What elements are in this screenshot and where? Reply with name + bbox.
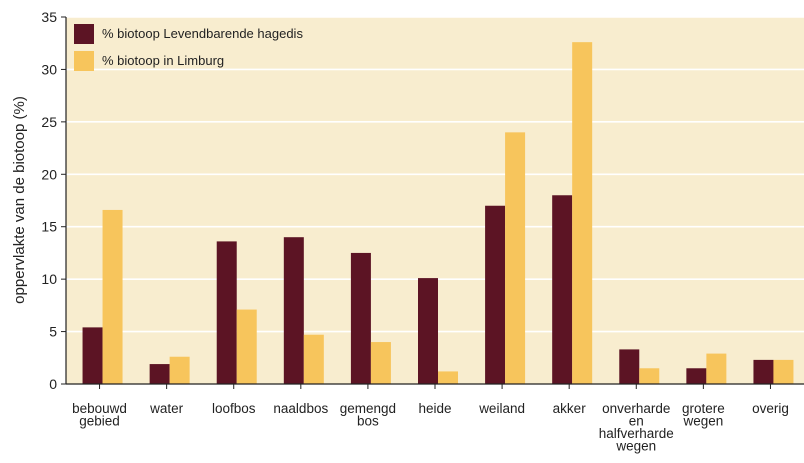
x-category-label: onverharde en halfverharde wegen bbox=[599, 401, 674, 454]
bar-series-2-cat-3 bbox=[236, 309, 257, 384]
bar-series-2-cat-11 bbox=[773, 359, 794, 384]
y-tick-label: 25 bbox=[41, 114, 57, 130]
y-axis-title: oppervlakte van de biotoop (%) bbox=[11, 96, 28, 304]
bar-series-1-cat-10 bbox=[686, 368, 707, 384]
legend-swatch-series-1 bbox=[74, 24, 94, 44]
x-category-label: grotere wegen bbox=[682, 401, 725, 429]
y-tick-label: 0 bbox=[49, 376, 57, 392]
x-category-label: gemengd bos bbox=[340, 401, 396, 429]
bar-series-1-cat-11 bbox=[753, 359, 774, 384]
legend-label-series-1: % biotoop Levendbarende hagedis bbox=[102, 26, 303, 41]
y-tick-label: 35 bbox=[41, 9, 57, 25]
y-tick-label: 10 bbox=[41, 271, 57, 287]
bar-series-2-cat-5 bbox=[370, 342, 391, 384]
bar-series-2-cat-9 bbox=[639, 368, 660, 384]
legend: % biotoop Levendbarende hagedis % biotoo… bbox=[74, 24, 303, 71]
bar-series-2-cat-6 bbox=[438, 371, 458, 384]
bar-series-1-cat-3 bbox=[216, 241, 237, 384]
bar-series-2-cat-1 bbox=[102, 209, 123, 384]
bar-series-1-cat-8 bbox=[552, 195, 573, 384]
y-tick-label: 30 bbox=[41, 61, 57, 77]
bars bbox=[82, 42, 794, 385]
bar-series-2-cat-4 bbox=[303, 334, 324, 384]
bar-series-1-cat-6 bbox=[418, 278, 438, 384]
y-tick-label: 20 bbox=[41, 166, 57, 182]
y-tick-labels: 0 5 10 15 20 25 30 35 bbox=[41, 9, 66, 392]
x-category-label: bebouwd gebied bbox=[72, 401, 127, 429]
bar-series-2-cat-8 bbox=[572, 42, 593, 385]
bar-series-2-cat-7 bbox=[505, 132, 526, 384]
bar-series-1-cat-9 bbox=[619, 349, 640, 384]
x-category-label: heide bbox=[418, 401, 451, 416]
x-category-label: overig bbox=[752, 401, 789, 416]
bar-series-2-cat-10 bbox=[706, 353, 727, 384]
y-tick-label: 15 bbox=[41, 219, 57, 235]
x-category-labels: bebouwd gebied water loofbos naaldbos gemengd… bbox=[72, 384, 789, 454]
bar-series-1-cat-1 bbox=[82, 327, 103, 384]
x-category-label: weiland bbox=[478, 401, 525, 416]
x-category-label: water bbox=[149, 401, 184, 416]
x-category-label: akker bbox=[553, 401, 587, 416]
y-tick-label: 5 bbox=[49, 324, 57, 340]
bar-series-1-cat-7 bbox=[485, 205, 506, 384]
bar-series-1-cat-5 bbox=[350, 252, 371, 384]
bar-series-1-cat-2 bbox=[149, 364, 170, 384]
bar-series-2-cat-2 bbox=[169, 356, 190, 384]
bar-series-1-cat-4 bbox=[283, 237, 304, 384]
x-category-label: loofbos bbox=[212, 401, 256, 416]
legend-label-series-2: % biotoop in Limburg bbox=[102, 53, 224, 68]
x-category-label: naaldbos bbox=[273, 401, 328, 416]
legend-swatch-series-2 bbox=[74, 51, 94, 71]
